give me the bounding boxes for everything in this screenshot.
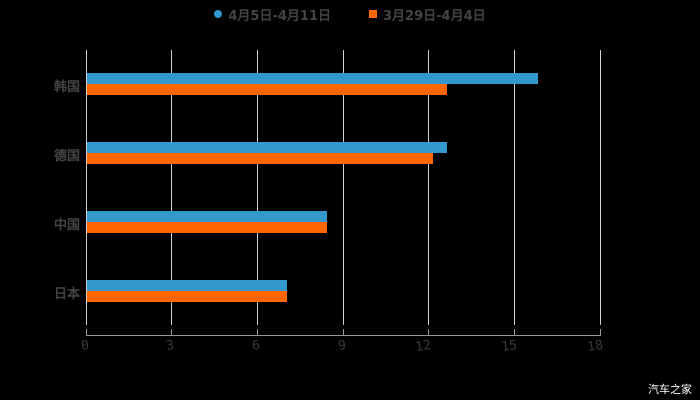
watermark: 汽车之家 [648, 383, 692, 396]
x-tick [428, 329, 429, 336]
gridline [514, 50, 515, 325]
category-label: 韩国 [53, 80, 80, 95]
x-tick-label: 12 [414, 338, 433, 356]
circle-marker-icon [214, 10, 223, 18]
bar-series-1[interactable] [87, 142, 447, 153]
x-tick-label: 18 [586, 338, 605, 356]
x-tick-label: 6 [251, 338, 262, 354]
gridline [428, 50, 429, 325]
x-tick [514, 329, 515, 336]
gridline [257, 50, 258, 325]
legend-item-series-1[interactable]: 4月5日-4月11日 [214, 5, 331, 24]
plot-area [86, 50, 601, 325]
x-tick [257, 329, 258, 336]
bar-series-2[interactable] [87, 222, 327, 233]
bar-series-1[interactable] [87, 211, 327, 222]
category-label: 中国 [53, 218, 80, 233]
gridline [600, 50, 601, 325]
gridline [86, 50, 87, 325]
square-marker-icon [369, 10, 377, 18]
legend-label: 3月29日-4月4日 [383, 8, 486, 24]
x-tick [343, 329, 344, 336]
category-label: 日本 [53, 287, 80, 302]
bar-series-1[interactable] [87, 73, 538, 84]
category-label: 德国 [53, 149, 80, 164]
x-tick-label: 0 [80, 338, 91, 354]
bar-series-2[interactable] [87, 84, 447, 95]
x-tick-label: 3 [165, 338, 176, 354]
legend-item-series-2[interactable]: 3月29日-4月4日 [369, 5, 486, 24]
x-tick-label: 9 [337, 338, 348, 354]
x-tick [600, 329, 601, 336]
legend-label: 4月5日-4月11日 [228, 8, 331, 24]
legend: 4月5日-4月11日 3月29日-4月4日 [0, 4, 700, 24]
gridline [171, 50, 172, 325]
bar-series-2[interactable] [87, 291, 287, 302]
gridline [343, 50, 344, 325]
bar-series-1[interactable] [87, 280, 287, 291]
x-tick-label: 15 [500, 338, 519, 356]
x-tick [171, 329, 172, 336]
bar-series-2[interactable] [87, 153, 433, 164]
x-tick [86, 329, 87, 336]
